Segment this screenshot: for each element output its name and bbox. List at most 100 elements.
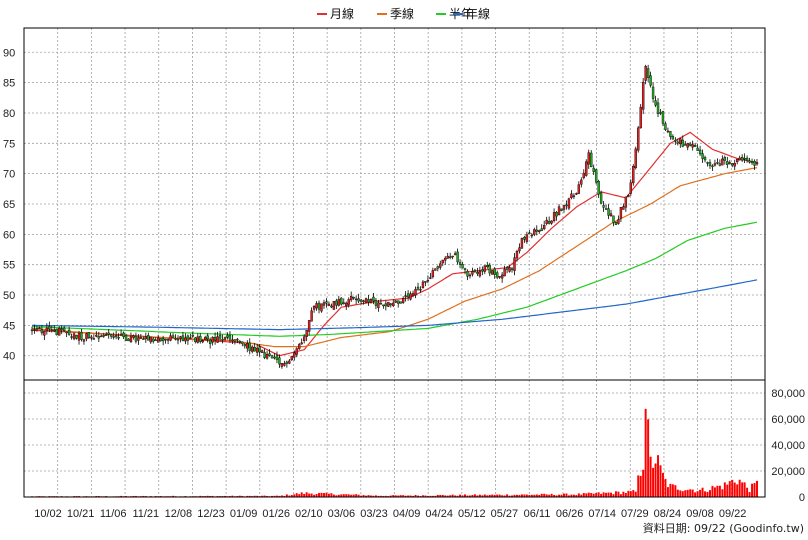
volume-bar bbox=[372, 495, 375, 497]
candle-body bbox=[619, 206, 623, 219]
x-tick-label: 04/09 bbox=[393, 508, 421, 520]
volume-bar bbox=[520, 494, 523, 497]
volume-bar bbox=[716, 485, 719, 497]
candle-body bbox=[238, 341, 242, 343]
candle-body bbox=[142, 338, 145, 340]
volume-bar bbox=[614, 491, 617, 497]
volume-bar bbox=[256, 495, 259, 497]
volume-bar bbox=[753, 483, 756, 497]
volume-bar bbox=[365, 495, 368, 497]
x-tick-label: 11/21 bbox=[132, 508, 159, 520]
volume-bar bbox=[723, 482, 726, 497]
candle-body bbox=[565, 204, 568, 207]
candle-body bbox=[419, 289, 422, 291]
volume-bar bbox=[471, 494, 474, 497]
volume-bar bbox=[142, 495, 145, 497]
candle-body bbox=[372, 296, 375, 302]
volume-bar bbox=[199, 495, 202, 497]
volume-bar bbox=[674, 485, 677, 497]
candle-body bbox=[426, 279, 430, 282]
candle-body bbox=[119, 333, 123, 336]
candle-body bbox=[149, 336, 152, 343]
volume-bar bbox=[746, 487, 749, 497]
candle-body bbox=[307, 320, 311, 332]
candle-body bbox=[357, 298, 360, 302]
volume-bar bbox=[508, 495, 511, 497]
candle-body bbox=[567, 198, 571, 209]
legend-label-month: 月線 bbox=[330, 6, 354, 21]
volume-bar bbox=[563, 493, 565, 497]
volume-bar bbox=[414, 494, 417, 497]
volume-bar bbox=[429, 495, 432, 497]
x-axis: 10/02 10/21 11/06 11/21 12/08 12/23 01/09 01/26… bbox=[34, 508, 746, 520]
price-tick-label: 50 bbox=[3, 290, 15, 302]
candle-body bbox=[617, 219, 620, 224]
candle-body bbox=[711, 165, 714, 168]
volume-bar bbox=[384, 495, 387, 497]
volume-bar bbox=[278, 495, 281, 497]
candle-body bbox=[310, 310, 313, 322]
volume-bar bbox=[357, 494, 360, 497]
volume-bar bbox=[585, 493, 588, 497]
candle-body bbox=[451, 255, 454, 258]
volume-bar bbox=[305, 492, 308, 497]
volume-bar bbox=[728, 481, 731, 497]
candle-body bbox=[298, 344, 301, 349]
volume-bar bbox=[496, 494, 499, 497]
candle-body bbox=[627, 195, 630, 198]
candle-body bbox=[164, 338, 167, 341]
volume-bar bbox=[320, 492, 323, 497]
candle-body bbox=[528, 232, 531, 235]
candle-body bbox=[132, 335, 135, 338]
volume-bar bbox=[634, 491, 637, 497]
candle-body bbox=[117, 337, 120, 339]
price-tick-label: 65 bbox=[3, 199, 15, 211]
volume-bar bbox=[370, 495, 372, 497]
volume-bar bbox=[431, 495, 434, 497]
volume-bar bbox=[565, 493, 568, 497]
candle-body bbox=[736, 159, 739, 163]
volume-bar bbox=[523, 494, 526, 497]
volume-bar bbox=[481, 495, 484, 497]
volume-bar bbox=[253, 495, 256, 497]
candle-body bbox=[609, 213, 613, 217]
volume-bar bbox=[627, 490, 630, 497]
volume-bar bbox=[679, 490, 682, 497]
candle-body bbox=[461, 264, 464, 269]
candle-body bbox=[253, 347, 256, 352]
volume-bar bbox=[350, 494, 353, 497]
chart-legend: 月線 季線 半年 年線 bbox=[317, 6, 490, 21]
candle-body bbox=[691, 144, 694, 148]
candle-body bbox=[191, 334, 195, 337]
candle-body bbox=[416, 286, 420, 290]
candle-body bbox=[270, 355, 274, 359]
volume-bar bbox=[590, 493, 593, 497]
candle-body bbox=[332, 301, 336, 310]
candle-body bbox=[275, 355, 279, 360]
candle-body bbox=[201, 340, 204, 343]
volume-bar bbox=[538, 494, 541, 497]
volume-bar bbox=[224, 495, 226, 497]
volume-bar bbox=[288, 495, 291, 497]
volume-bar bbox=[545, 494, 548, 497]
candle-body bbox=[258, 346, 261, 353]
candle-body bbox=[288, 360, 291, 364]
volume-bar bbox=[434, 495, 437, 497]
candle-body bbox=[154, 339, 157, 342]
volume-bar bbox=[617, 491, 620, 497]
candle-body bbox=[560, 208, 563, 211]
candle-body bbox=[414, 289, 417, 296]
volume-bar bbox=[649, 456, 652, 497]
volume-bar bbox=[466, 495, 469, 497]
volume-bar bbox=[473, 494, 476, 497]
volume-bar bbox=[407, 495, 410, 497]
candle-body bbox=[387, 301, 390, 307]
volume-bar bbox=[503, 495, 506, 497]
volume-bar bbox=[382, 495, 385, 497]
candle-body bbox=[656, 102, 660, 114]
candle-body bbox=[312, 305, 316, 310]
volume-bar bbox=[602, 492, 605, 497]
volume-bar bbox=[610, 492, 612, 497]
volume-bar bbox=[540, 493, 543, 497]
candle-body bbox=[624, 196, 628, 208]
